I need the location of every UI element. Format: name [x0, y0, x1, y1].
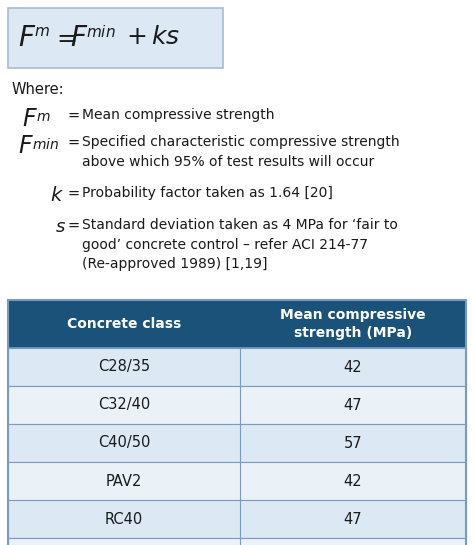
Text: $\mathit{F}$: $\mathit{F}$ — [18, 135, 34, 158]
Text: C28/35: C28/35 — [98, 360, 150, 374]
Text: $=$: $=$ — [52, 27, 77, 50]
Text: 47: 47 — [344, 397, 362, 413]
Text: Mean compressive
strength (MPa): Mean compressive strength (MPa) — [280, 308, 426, 340]
Text: =: = — [68, 108, 80, 123]
Text: 47: 47 — [344, 512, 362, 526]
Text: Standard deviation taken as 4 MPa for ‘fair to
good’ concrete control – refer AC: Standard deviation taken as 4 MPa for ‘f… — [82, 218, 398, 271]
Text: $\mathit{F}$: $\mathit{F}$ — [70, 25, 88, 51]
FancyBboxPatch shape — [8, 8, 223, 68]
Bar — [8, 462, 466, 500]
Bar — [8, 348, 466, 386]
Bar — [8, 386, 466, 424]
Text: Concrete class: Concrete class — [67, 317, 181, 331]
Text: $\mathit{k}$: $\mathit{k}$ — [50, 186, 64, 205]
Text: =: = — [68, 218, 80, 233]
Text: =: = — [68, 186, 80, 201]
Text: $\mathit{min}$: $\mathit{min}$ — [86, 24, 116, 40]
Text: PAV2: PAV2 — [106, 474, 142, 488]
Text: RC40: RC40 — [105, 512, 143, 526]
Text: 57: 57 — [344, 435, 362, 451]
Text: 42: 42 — [344, 360, 362, 374]
Text: =: = — [68, 135, 80, 150]
Bar — [8, 424, 466, 462]
Bar — [8, 300, 466, 348]
Text: $\mathit{m}$: $\mathit{m}$ — [34, 25, 50, 39]
Text: C32/40: C32/40 — [98, 397, 150, 413]
Text: $\mathit{m}$: $\mathit{m}$ — [36, 110, 51, 124]
Text: $\mathit{F}$: $\mathit{F}$ — [18, 25, 36, 51]
Text: Where:: Where: — [12, 82, 64, 97]
Text: $\mathit{F}$: $\mathit{F}$ — [22, 108, 38, 131]
Text: $\mathit{min}$: $\mathit{min}$ — [32, 137, 59, 152]
Text: Mean compressive strength: Mean compressive strength — [82, 108, 274, 122]
Bar — [8, 500, 466, 538]
Text: 42: 42 — [344, 474, 362, 488]
Text: C40/50: C40/50 — [98, 435, 150, 451]
Text: $+\,\mathit{ks}$: $+\,\mathit{ks}$ — [126, 27, 180, 50]
Text: Probability factor taken as 1.64 [20]: Probability factor taken as 1.64 [20] — [82, 186, 333, 200]
Text: $\mathit{s}$: $\mathit{s}$ — [55, 218, 66, 236]
Bar — [8, 300, 466, 545]
Text: Specified characteristic compressive strength
above which 95% of test results wi: Specified characteristic compressive str… — [82, 135, 400, 168]
Bar — [8, 538, 466, 545]
